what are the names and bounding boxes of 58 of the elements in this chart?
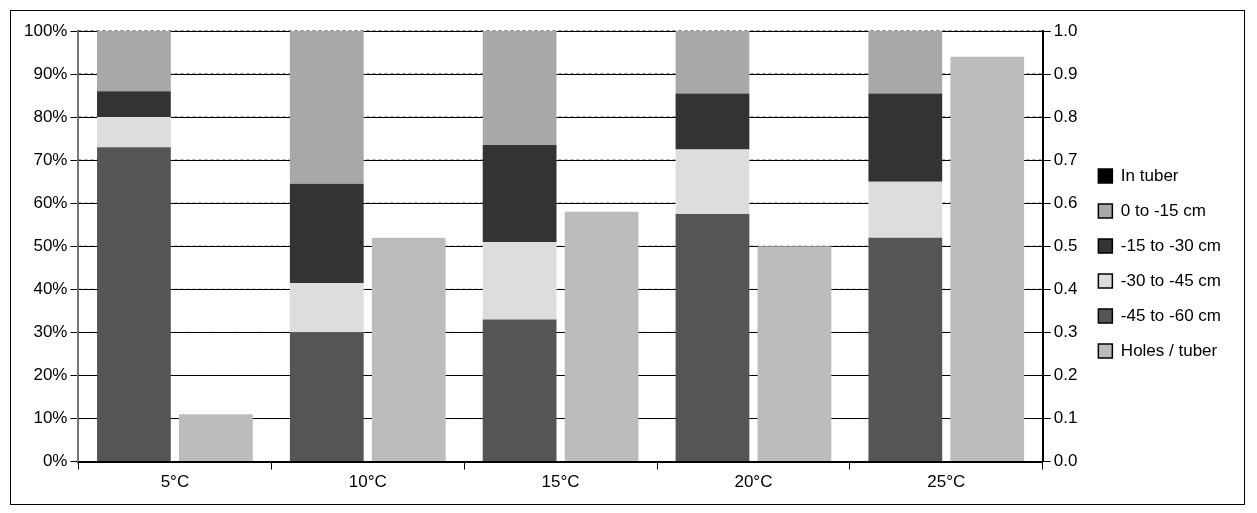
legend-label: In tuber <box>1120 165 1179 185</box>
x-tick-label: 15°C <box>541 472 580 492</box>
bar <box>289 183 364 283</box>
legend-label: Holes / tuber <box>1120 340 1218 360</box>
bar <box>482 241 557 320</box>
bar <box>868 181 943 238</box>
y2-tick-label: 0.2 <box>1053 365 1078 385</box>
y-tick-label: 50% <box>33 235 68 255</box>
y-tick-label: 10% <box>33 408 68 428</box>
y2-tick-label: 0.8 <box>1053 106 1078 126</box>
bar <box>675 31 750 94</box>
legend-label: 0 to -15 cm <box>1120 200 1206 220</box>
bar <box>97 147 171 462</box>
y-tick-label: 20% <box>33 365 68 385</box>
y-tick-label: 70% <box>33 149 68 169</box>
y-tick-label: 100% <box>24 20 68 40</box>
bar <box>675 93 750 150</box>
x-tick-label: 25°C <box>927 472 966 492</box>
bar <box>482 319 557 462</box>
bar <box>482 145 557 242</box>
y2-tick-label: 0.9 <box>1053 63 1078 83</box>
bar <box>97 31 171 92</box>
bar <box>482 31 557 146</box>
bar <box>97 91 171 118</box>
bar <box>675 214 750 462</box>
bar <box>868 93 943 182</box>
bar <box>179 414 253 462</box>
bar <box>757 246 832 462</box>
y2-tick-label: 0.7 <box>1053 149 1078 169</box>
y2-tick-label: 0.5 <box>1053 235 1078 255</box>
bar <box>675 149 750 215</box>
y2-tick-label: 0.1 <box>1053 408 1078 428</box>
y2-tick-label: 0.6 <box>1053 192 1078 212</box>
bar <box>564 211 639 462</box>
bar <box>868 237 943 462</box>
bar <box>289 282 364 333</box>
y2-tick-label: 0.4 <box>1053 279 1078 299</box>
y-tick-label: 90% <box>33 63 68 83</box>
bar <box>868 31 943 94</box>
bar <box>371 237 446 462</box>
y-tick-label: 40% <box>33 279 68 299</box>
bar <box>950 56 1025 462</box>
bar <box>97 117 171 148</box>
y-tick-label: 30% <box>33 322 68 342</box>
bar <box>289 332 364 462</box>
y2-tick-label: 1.0 <box>1053 20 1078 40</box>
x-tick-label: 20°C <box>734 472 773 492</box>
y-tick-label: 0% <box>42 451 68 471</box>
legend-label: -30 to -45 cm <box>1120 270 1222 290</box>
bar <box>289 31 364 184</box>
y2-tick-label: 0.0 <box>1053 451 1078 471</box>
x-tick-label: 10°C <box>348 472 387 492</box>
legend-label: -15 to -30 cm <box>1120 235 1222 255</box>
y-tick-label: 60% <box>33 192 68 212</box>
legend-label: -45 to -60 cm <box>1120 305 1222 325</box>
y-tick-label: 80% <box>33 106 68 126</box>
x-tick-label: 5°C <box>160 472 190 492</box>
y2-tick-label: 0.3 <box>1053 322 1078 342</box>
